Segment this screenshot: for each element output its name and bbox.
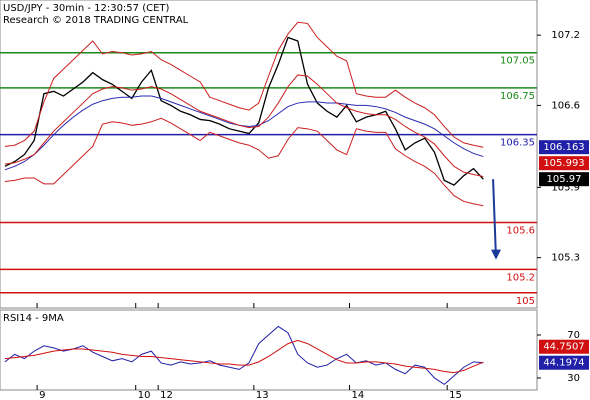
x-tick-label: 9 [39,390,45,400]
x-tick-label: 13 [256,390,269,400]
last-value-box [539,339,589,354]
series-line [4,36,484,186]
y-tick-label: 106.6 [551,100,580,111]
y-tick-label: 105.3 [551,253,580,264]
x-tick-label: 12 [160,390,173,400]
level-label: 105 [516,296,535,307]
x-tick-label: 10 [138,390,151,400]
x-tick-label: 14 [352,390,365,400]
last-value-label: 105.97 [547,174,582,185]
series-line [4,21,484,148]
series-line [4,325,484,386]
series-line [4,95,484,171]
y-tick-label: 107.2 [551,30,580,41]
series-line [4,117,484,207]
level-label: 106.35 [500,138,535,149]
level-label: 105.6 [506,226,535,237]
y-tick-label: 70 [567,330,580,341]
last-value-label: 44.7507 [543,342,584,353]
series-line [4,339,484,374]
last-value-box [539,355,589,370]
last-value-box [539,172,589,187]
last-value-box [539,156,589,171]
chart-title: USD/JPY - 30min - 12:30:57 (CET) [3,3,170,14]
last-value-label: 105.993 [543,158,584,169]
level-label: 107.05 [500,56,535,67]
price-panel [0,0,538,309]
series-line [4,74,484,177]
y-tick-label: 30 [567,373,580,384]
rsi-title: RSI14 - 9MA [3,313,64,324]
level-label: 106.75 [500,91,535,102]
last-value-label: 44.1974 [543,358,584,369]
y-tick-label: 105.9 [551,182,580,193]
chart-subtitle: Research © 2018 TRADING CENTRAL [3,15,189,26]
level-label: 105.2 [506,272,535,283]
last-value-box [539,140,589,155]
last-value-label: 106.163 [543,142,584,153]
arrow-head [490,249,501,260]
rsi-panel [0,309,538,391]
x-tick-label: 15 [449,390,462,400]
forecast-arrow [492,179,497,258]
